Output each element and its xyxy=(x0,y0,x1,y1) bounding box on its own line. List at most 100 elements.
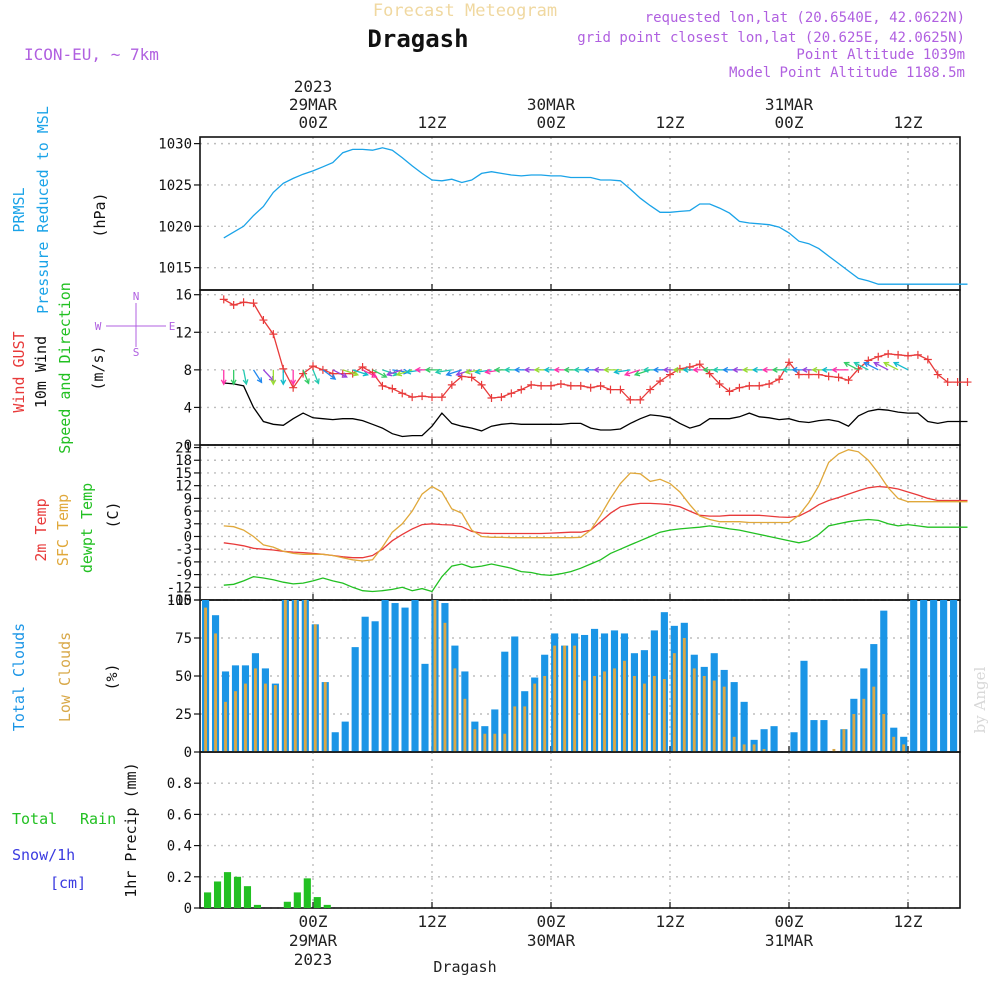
gust-marker xyxy=(745,381,754,390)
rain-bar xyxy=(283,901,291,908)
wind-arrow-shaft xyxy=(352,369,368,376)
gust-marker xyxy=(904,351,912,360)
y-tick-label: 0 xyxy=(184,745,192,761)
temp-sfc-label: SFC Temp xyxy=(54,494,72,566)
gust-marker xyxy=(963,378,972,387)
wind-arrow-head xyxy=(831,366,838,373)
total-cloud-bar xyxy=(920,600,928,752)
wind-arrow-shaft xyxy=(446,369,462,376)
rain-bar xyxy=(293,892,301,908)
low-cloud-bar xyxy=(623,660,626,752)
wind-arrow xyxy=(262,369,275,382)
low-cloud-bar xyxy=(563,645,567,752)
total-cloud-bar xyxy=(950,600,958,752)
low-cloud-bar xyxy=(313,624,317,752)
precip-cm-label: [cm] xyxy=(50,874,86,892)
wind-arrow xyxy=(302,369,310,385)
gust-marker xyxy=(477,380,486,389)
compass-east: E xyxy=(169,320,176,333)
total-cloud-bar xyxy=(341,721,349,752)
wind-arrow xyxy=(843,361,859,371)
top-hour-label: 12Z xyxy=(894,113,923,132)
low-cloud-bar xyxy=(762,748,766,752)
low-cloud-bar xyxy=(573,645,577,752)
wind-arrow-head xyxy=(623,370,631,377)
low-cloud-bar xyxy=(244,683,247,752)
y-tick-label: -9 xyxy=(175,568,192,584)
gust-marker xyxy=(804,370,813,379)
low-cloud-bar xyxy=(672,653,676,752)
wind-arrow-head xyxy=(593,366,600,373)
wind-arrow-head xyxy=(761,366,768,373)
wind-arrow xyxy=(892,361,909,371)
top-hour-label: 00Z xyxy=(537,113,566,132)
wind-arrow-head xyxy=(583,366,590,373)
wind-arrow-head xyxy=(781,366,788,373)
wind-arrow-head xyxy=(445,370,452,377)
gust-marker xyxy=(725,387,734,396)
wind-arrow xyxy=(342,369,360,377)
total-cloud-bar xyxy=(491,709,499,752)
wind-arrow xyxy=(252,369,263,384)
wind-arrow-head xyxy=(513,366,520,373)
wind-arrow-head xyxy=(330,374,337,380)
top-day-label: 31MAR xyxy=(765,95,814,114)
precip-panel: 0 0.2 0.4 0.6 0.8 xyxy=(167,751,961,917)
wind-arrow-shaft xyxy=(262,369,275,382)
y-tick-label: 12 xyxy=(175,325,192,341)
y-tick-label: -12 xyxy=(167,580,192,596)
y-tick-label: -3 xyxy=(175,542,192,558)
gust-marker xyxy=(428,393,436,402)
total-cloud-bar xyxy=(770,726,778,752)
y-tick-label: 8 xyxy=(184,363,192,379)
y-tick-label: 16 xyxy=(175,288,192,304)
watermark: by Angel xyxy=(971,666,989,733)
wind-arrow-shaft xyxy=(252,369,263,383)
wind-10m-label: 10m Wind xyxy=(32,336,50,408)
gust-marker xyxy=(388,384,397,393)
low-cloud-bar xyxy=(832,748,836,752)
wind-arrow-head xyxy=(395,370,403,377)
total-cloud-bar xyxy=(740,701,748,752)
low-cloud-bar xyxy=(543,676,547,752)
bottom-day-label: 30MAR xyxy=(527,931,576,950)
gust-marker xyxy=(616,385,625,394)
low-cloud-bar xyxy=(513,706,517,752)
low-cloud-bar xyxy=(613,668,616,752)
low-cloud-bar xyxy=(443,622,447,752)
wind-arrow xyxy=(853,361,869,371)
total-cloud-bar xyxy=(371,621,379,752)
wind-arrow-head xyxy=(603,366,610,373)
gust-marker xyxy=(437,393,446,402)
low-cloud-bar xyxy=(234,691,237,752)
wind-arrow-head xyxy=(381,372,388,378)
wind-arrow-head xyxy=(873,361,880,368)
low-cloud-bar xyxy=(263,683,267,752)
bottom-year-label: 2023 xyxy=(294,950,333,969)
y-tick-label: 0 xyxy=(184,529,192,545)
gust-marker xyxy=(913,350,922,359)
prmsl-line xyxy=(223,147,968,285)
total-cloud-bar xyxy=(411,600,419,752)
wind-arrow xyxy=(290,369,297,386)
gust-marker xyxy=(408,393,417,402)
model-altitude: Model Point Altitude 1188.5m xyxy=(729,65,965,81)
wind-arrow xyxy=(831,366,849,373)
y-tick-label: 3 xyxy=(184,517,192,533)
wind-arrow-head xyxy=(503,366,510,373)
gust-marker xyxy=(547,381,555,390)
wind-arrow-head xyxy=(362,370,369,377)
wind-arrow-shaft xyxy=(435,369,452,373)
wind-arrow xyxy=(613,368,631,375)
gust-marker xyxy=(398,389,407,398)
gust-marker xyxy=(646,385,655,394)
low-cloud-bar xyxy=(633,676,636,752)
low-cloud-bar xyxy=(483,733,487,752)
wind-arrow-head xyxy=(280,379,287,386)
gust-marker xyxy=(953,378,962,387)
gust-marker xyxy=(556,379,565,388)
gust-marker xyxy=(636,395,645,404)
wind-arrow-head xyxy=(771,366,778,373)
gust-marker xyxy=(259,316,268,325)
